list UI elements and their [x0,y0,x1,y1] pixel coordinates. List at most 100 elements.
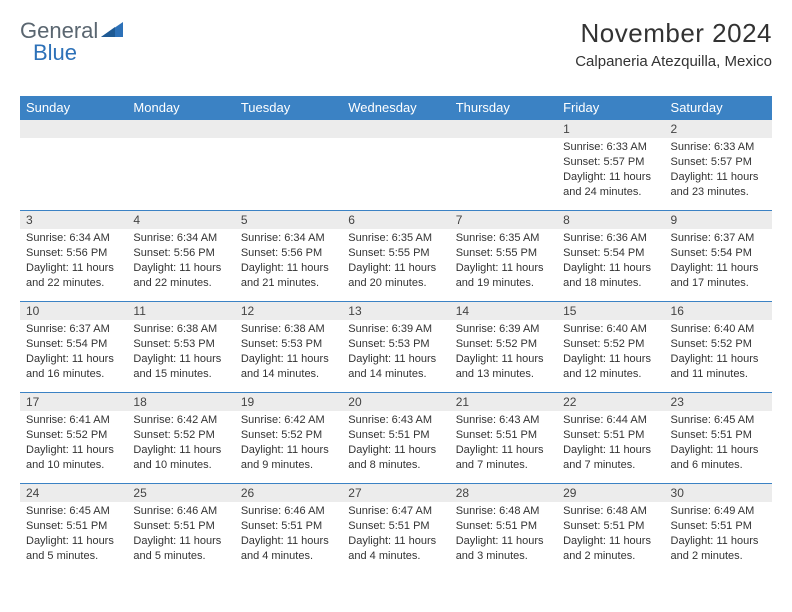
daylight-text: Daylight: 11 hours and 13 minutes. [456,352,551,382]
day-cell: Sunrise: 6:48 AMSunset: 5:51 PMDaylight:… [557,502,664,574]
day-cell [235,138,342,210]
daylight-text: Daylight: 11 hours and 14 minutes. [348,352,443,382]
daylight-text: Daylight: 11 hours and 3 minutes. [456,534,551,564]
day-number: 25 [127,484,234,502]
sunrise-text: Sunrise: 6:38 AM [241,322,336,337]
daylight-text: Daylight: 11 hours and 10 minutes. [133,443,228,473]
day-number: 21 [450,393,557,411]
location-label: Calpaneria Atezquilla, Mexico [575,53,772,70]
day-cell: Sunrise: 6:47 AMSunset: 5:51 PMDaylight:… [342,502,449,574]
day-cell: Sunrise: 6:39 AMSunset: 5:53 PMDaylight:… [342,320,449,392]
daylight-text: Daylight: 11 hours and 24 minutes. [563,170,658,200]
day-number: 12 [235,302,342,320]
daylight-text: Daylight: 11 hours and 17 minutes. [671,261,766,291]
day-number [235,120,342,138]
day-number: 8 [557,211,664,229]
sunrise-text: Sunrise: 6:48 AM [456,504,551,519]
day-cell: Sunrise: 6:33 AMSunset: 5:57 PMDaylight:… [665,138,772,210]
day-number: 18 [127,393,234,411]
daylight-text: Daylight: 11 hours and 7 minutes. [456,443,551,473]
day-cell: Sunrise: 6:35 AMSunset: 5:55 PMDaylight:… [450,229,557,301]
sunset-text: Sunset: 5:52 PM [456,337,551,352]
sunrise-text: Sunrise: 6:35 AM [348,231,443,246]
day-cell: Sunrise: 6:39 AMSunset: 5:52 PMDaylight:… [450,320,557,392]
day-cell: Sunrise: 6:42 AMSunset: 5:52 PMDaylight:… [127,411,234,483]
day-header: Tuesday [235,96,342,120]
day-cell: Sunrise: 6:43 AMSunset: 5:51 PMDaylight:… [342,411,449,483]
sunrise-text: Sunrise: 6:38 AM [133,322,228,337]
sunset-text: Sunset: 5:51 PM [563,428,658,443]
day-cell [342,138,449,210]
daylight-text: Daylight: 11 hours and 23 minutes. [671,170,766,200]
day-cell [450,138,557,210]
day-cell: Sunrise: 6:40 AMSunset: 5:52 PMDaylight:… [557,320,664,392]
day-cell: Sunrise: 6:37 AMSunset: 5:54 PMDaylight:… [20,320,127,392]
day-number: 14 [450,302,557,320]
sunrise-text: Sunrise: 6:33 AM [671,140,766,155]
day-cell: Sunrise: 6:42 AMSunset: 5:52 PMDaylight:… [235,411,342,483]
daylight-text: Daylight: 11 hours and 12 minutes. [563,352,658,382]
daylight-text: Daylight: 11 hours and 22 minutes. [133,261,228,291]
day-header: Saturday [665,96,772,120]
day-cell: Sunrise: 6:43 AMSunset: 5:51 PMDaylight:… [450,411,557,483]
day-header: Thursday [450,96,557,120]
sunrise-text: Sunrise: 6:47 AM [348,504,443,519]
daylight-text: Daylight: 11 hours and 2 minutes. [671,534,766,564]
sunset-text: Sunset: 5:51 PM [133,519,228,534]
day-number [127,120,234,138]
day-number: 26 [235,484,342,502]
sunrise-text: Sunrise: 6:44 AM [563,413,658,428]
sunset-text: Sunset: 5:52 PM [26,428,121,443]
day-cell: Sunrise: 6:38 AMSunset: 5:53 PMDaylight:… [127,320,234,392]
daylight-text: Daylight: 11 hours and 14 minutes. [241,352,336,382]
sunset-text: Sunset: 5:51 PM [241,519,336,534]
day-number: 28 [450,484,557,502]
sunrise-text: Sunrise: 6:34 AM [133,231,228,246]
day-cell: Sunrise: 6:36 AMSunset: 5:54 PMDaylight:… [557,229,664,301]
day-number: 27 [342,484,449,502]
sunrise-text: Sunrise: 6:45 AM [671,413,766,428]
sunset-text: Sunset: 5:51 PM [26,519,121,534]
day-number [20,120,127,138]
day-number: 2 [665,120,772,138]
day-number: 20 [342,393,449,411]
day-number: 5 [235,211,342,229]
day-number: 10 [20,302,127,320]
sunset-text: Sunset: 5:54 PM [26,337,121,352]
sunrise-text: Sunrise: 6:48 AM [563,504,658,519]
day-cell: Sunrise: 6:35 AMSunset: 5:55 PMDaylight:… [342,229,449,301]
sunrise-text: Sunrise: 6:40 AM [671,322,766,337]
daylight-text: Daylight: 11 hours and 6 minutes. [671,443,766,473]
sunrise-text: Sunrise: 6:42 AM [133,413,228,428]
sunrise-text: Sunrise: 6:34 AM [26,231,121,246]
sunrise-text: Sunrise: 6:35 AM [456,231,551,246]
day-number: 23 [665,393,772,411]
page-header: General November 2024 Calpaneria Atezqui… [20,18,772,70]
day-number [450,120,557,138]
daylight-text: Daylight: 11 hours and 2 minutes. [563,534,658,564]
day-header: Monday [127,96,234,120]
day-number: 13 [342,302,449,320]
day-number: 24 [20,484,127,502]
day-number: 15 [557,302,664,320]
sunset-text: Sunset: 5:53 PM [348,337,443,352]
sunset-text: Sunset: 5:52 PM [563,337,658,352]
brand-triangle-icon [101,22,123,38]
sunrise-text: Sunrise: 6:39 AM [456,322,551,337]
day-number: 17 [20,393,127,411]
sunset-text: Sunset: 5:51 PM [348,519,443,534]
sunrise-text: Sunrise: 6:43 AM [456,413,551,428]
day-cell: Sunrise: 6:37 AMSunset: 5:54 PMDaylight:… [665,229,772,301]
day-cell: Sunrise: 6:45 AMSunset: 5:51 PMDaylight:… [20,502,127,574]
day-cell: Sunrise: 6:44 AMSunset: 5:51 PMDaylight:… [557,411,664,483]
day-number: 29 [557,484,664,502]
daylight-text: Daylight: 11 hours and 4 minutes. [348,534,443,564]
sunset-text: Sunset: 5:51 PM [671,428,766,443]
day-number: 19 [235,393,342,411]
day-number: 3 [20,211,127,229]
sunrise-text: Sunrise: 6:41 AM [26,413,121,428]
daylight-text: Daylight: 11 hours and 22 minutes. [26,261,121,291]
sunset-text: Sunset: 5:56 PM [133,246,228,261]
day-number: 22 [557,393,664,411]
sunset-text: Sunset: 5:55 PM [348,246,443,261]
